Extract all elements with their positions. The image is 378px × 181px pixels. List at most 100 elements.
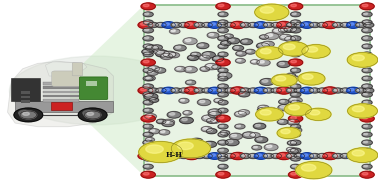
Circle shape bbox=[235, 58, 245, 63]
Circle shape bbox=[164, 122, 169, 124]
Circle shape bbox=[146, 45, 159, 51]
Circle shape bbox=[157, 23, 161, 25]
Circle shape bbox=[242, 132, 256, 138]
Circle shape bbox=[277, 61, 290, 68]
Circle shape bbox=[263, 112, 274, 117]
Circle shape bbox=[310, 22, 320, 28]
Circle shape bbox=[220, 21, 224, 23]
Circle shape bbox=[362, 52, 372, 57]
Circle shape bbox=[162, 22, 175, 28]
Circle shape bbox=[207, 64, 212, 67]
Circle shape bbox=[352, 55, 364, 61]
Circle shape bbox=[214, 98, 223, 103]
Circle shape bbox=[242, 40, 247, 42]
Circle shape bbox=[161, 148, 166, 150]
Bar bbox=[21, 100, 30, 103]
Circle shape bbox=[362, 172, 368, 175]
Circle shape bbox=[232, 45, 244, 51]
Circle shape bbox=[240, 88, 251, 93]
Circle shape bbox=[290, 148, 301, 153]
Circle shape bbox=[267, 108, 272, 111]
Circle shape bbox=[302, 154, 308, 156]
Circle shape bbox=[356, 153, 366, 159]
Circle shape bbox=[220, 157, 224, 159]
Circle shape bbox=[292, 13, 296, 15]
Circle shape bbox=[296, 161, 332, 179]
Circle shape bbox=[226, 35, 229, 36]
Circle shape bbox=[279, 153, 285, 156]
Circle shape bbox=[145, 165, 149, 167]
Bar bbox=[11, 78, 40, 101]
Ellipse shape bbox=[9, 56, 183, 125]
Circle shape bbox=[217, 153, 228, 159]
Circle shape bbox=[319, 89, 323, 91]
Circle shape bbox=[143, 164, 153, 169]
Circle shape bbox=[162, 121, 174, 127]
Circle shape bbox=[184, 152, 199, 160]
Circle shape bbox=[225, 139, 239, 146]
Circle shape bbox=[160, 53, 173, 60]
Circle shape bbox=[296, 23, 300, 25]
Circle shape bbox=[291, 107, 295, 109]
Circle shape bbox=[148, 153, 158, 159]
Circle shape bbox=[218, 116, 224, 119]
Circle shape bbox=[210, 23, 215, 25]
Circle shape bbox=[212, 120, 216, 121]
Circle shape bbox=[322, 87, 338, 94]
Circle shape bbox=[296, 89, 300, 91]
Circle shape bbox=[256, 88, 262, 91]
Circle shape bbox=[207, 32, 219, 38]
Circle shape bbox=[210, 154, 215, 156]
Circle shape bbox=[143, 52, 153, 57]
Circle shape bbox=[141, 3, 155, 10]
Circle shape bbox=[162, 153, 175, 159]
Circle shape bbox=[363, 93, 368, 95]
Circle shape bbox=[248, 88, 259, 93]
Circle shape bbox=[143, 44, 153, 49]
Circle shape bbox=[218, 164, 228, 169]
Circle shape bbox=[263, 88, 274, 93]
Circle shape bbox=[169, 52, 180, 58]
Circle shape bbox=[176, 46, 181, 48]
Circle shape bbox=[138, 21, 153, 29]
Circle shape bbox=[264, 113, 269, 115]
Bar bbox=[144, 5, 370, 176]
Circle shape bbox=[141, 153, 146, 156]
Circle shape bbox=[289, 105, 299, 110]
Circle shape bbox=[325, 88, 331, 91]
Circle shape bbox=[143, 148, 153, 153]
Circle shape bbox=[287, 22, 297, 28]
Circle shape bbox=[230, 21, 245, 29]
Circle shape bbox=[143, 116, 149, 119]
Circle shape bbox=[340, 88, 351, 93]
Circle shape bbox=[290, 150, 294, 151]
Circle shape bbox=[164, 154, 169, 156]
Circle shape bbox=[158, 51, 163, 54]
Circle shape bbox=[162, 87, 175, 94]
Circle shape bbox=[357, 154, 361, 156]
Circle shape bbox=[319, 154, 323, 156]
Circle shape bbox=[289, 141, 293, 143]
Circle shape bbox=[158, 120, 162, 122]
Circle shape bbox=[225, 22, 235, 28]
Circle shape bbox=[212, 65, 221, 69]
Circle shape bbox=[216, 115, 230, 122]
Circle shape bbox=[220, 101, 224, 103]
Circle shape bbox=[257, 138, 262, 140]
Circle shape bbox=[279, 62, 284, 65]
Circle shape bbox=[236, 125, 240, 127]
Circle shape bbox=[364, 109, 368, 111]
Circle shape bbox=[202, 52, 215, 58]
Circle shape bbox=[256, 23, 262, 25]
Circle shape bbox=[302, 45, 330, 58]
Circle shape bbox=[280, 106, 285, 108]
Circle shape bbox=[219, 141, 224, 143]
Circle shape bbox=[159, 147, 170, 153]
Circle shape bbox=[197, 99, 211, 106]
Circle shape bbox=[177, 67, 181, 70]
Circle shape bbox=[362, 84, 372, 89]
Circle shape bbox=[292, 77, 296, 79]
Circle shape bbox=[141, 23, 146, 25]
Circle shape bbox=[296, 154, 300, 156]
Circle shape bbox=[240, 153, 251, 159]
